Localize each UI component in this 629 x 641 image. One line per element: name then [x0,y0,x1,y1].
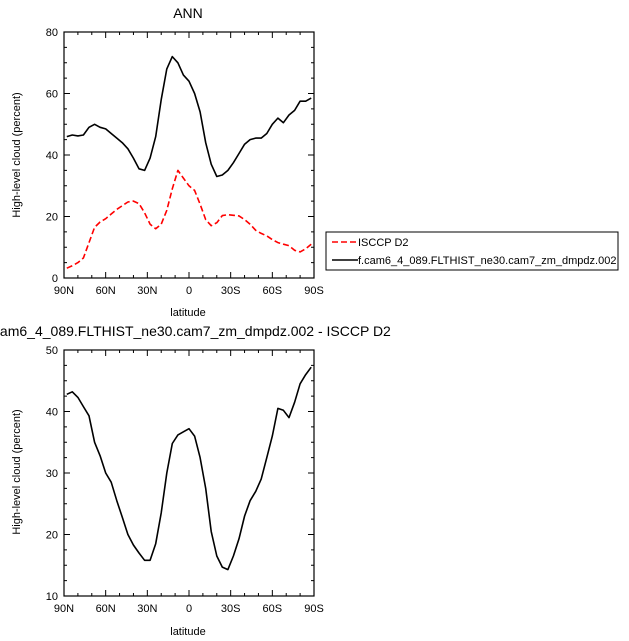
y-tick-label: 0 [52,273,58,285]
bottom-y-axis-label: High-level cloud (percent) [11,409,23,534]
x-tick-label: 90S [304,285,324,297]
bottom-chart-title: f.cam6_4_089.FLTHIST_ne30.cam7_zm_dmpdz.… [0,323,391,339]
legend-label-model: f.cam6_4_089.FLTHIST_ne30.cam7_zm_dmpdz.… [358,255,616,267]
y-tick-label: 20 [46,530,58,542]
x-tick-label: 30S [221,285,241,297]
x-tick-label: 90N [54,285,74,297]
top-y-axis-label: High-level cloud (percent) [11,92,23,217]
y-tick-label: 10 [46,591,58,603]
x-tick-label: 0 [186,603,192,615]
bottom-x-axis-label: latitude [170,626,205,638]
series-line-model [66,55,312,178]
x-tick-label: 30S [221,603,241,615]
x-tick-label: 60N [96,285,116,297]
plot-frame [63,349,315,597]
series-line-isccp [66,169,312,269]
y-tick-label: 80 [46,27,58,39]
legend: ISCCP D2 f.cam6_4_089.FLTHIST_ne30.cam7_… [325,231,619,271]
top-line-chart: ANN 90N 60N 30N 0 30S 60S 90S 0 20 40 60 80 latitud… [11,5,324,319]
y-tick-label: 40 [46,407,58,419]
y-tick-label: 30 [46,468,58,480]
x-tick-label: 60N [96,603,116,615]
top-chart-title: ANN [173,5,203,21]
top-x-axis-label: latitude [170,307,205,319]
bottom-plot-area: 90N 60N 30N 0 30S 60S 90S 10 20 30 40 50 [46,345,324,615]
legend-label-isccp: ISCCP D2 [358,237,409,249]
legend-box [325,231,619,271]
y-tick-label: 50 [46,345,58,357]
y-tick-label: 60 [46,89,58,101]
x-tick-label: 30N [137,285,157,297]
x-tick-label: 60S [263,603,283,615]
bottom-line-chart: f.cam6_4_089.FLTHIST_ne30.cam7_zm_dmpdz.… [0,323,391,638]
x-tick-label: 90N [54,603,74,615]
x-tick-label: 30N [137,603,157,615]
x-tick-label: 0 [186,285,192,297]
y-tick-label: 20 [46,212,58,224]
top-plot-area: 90N 60N 30N 0 30S 60S 90S 0 20 40 60 80 [46,27,324,297]
x-tick-label: 60S [263,285,283,297]
x-tick-label: 90S [304,603,324,615]
y-tick-label: 40 [46,150,58,162]
series-line-difference [66,366,312,571]
